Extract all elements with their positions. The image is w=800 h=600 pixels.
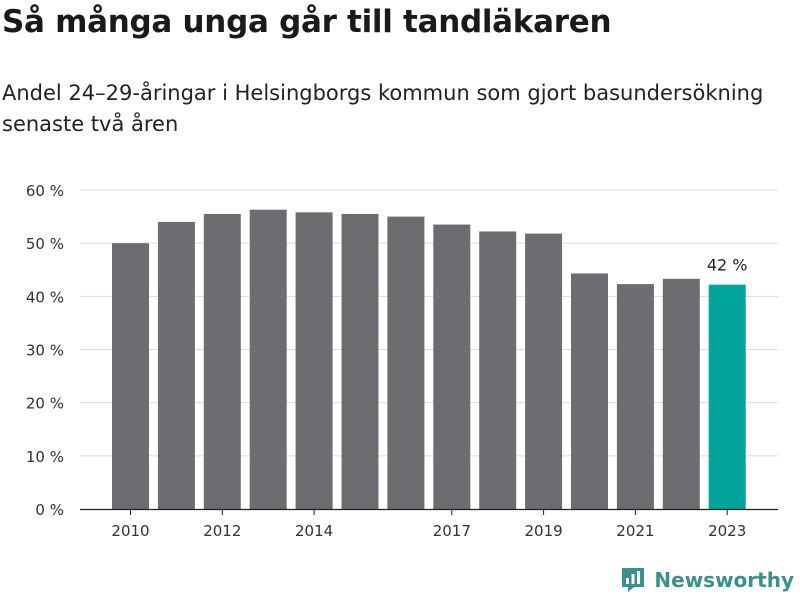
- bar: [433, 224, 471, 509]
- x-tick-label: 2021: [616, 522, 654, 540]
- bar: [157, 221, 195, 509]
- bar: [708, 284, 746, 509]
- y-tick-label: 60 %: [26, 182, 64, 200]
- x-tick-label: 2019: [525, 522, 563, 540]
- x-tick-label: 2010: [111, 522, 149, 540]
- bar: [112, 243, 149, 509]
- y-tick-label: 20 %: [26, 395, 64, 413]
- brand-name: Newsworthy: [654, 568, 794, 592]
- x-tick-label: 2012: [203, 522, 241, 540]
- data-label: 42 %: [707, 256, 748, 275]
- y-tick-label: 30 %: [26, 342, 64, 360]
- brand-logo: Newsworthy: [620, 566, 794, 594]
- bar: [616, 284, 654, 509]
- y-tick-label: 50 %: [26, 235, 64, 253]
- bar: [249, 209, 287, 509]
- newsworthy-logo-icon: [622, 568, 645, 592]
- y-tick-label: 0 %: [35, 501, 64, 519]
- x-tick-label: 2014: [295, 522, 333, 540]
- x-tick-label: 2023: [708, 522, 746, 540]
- bar: [571, 273, 608, 509]
- bar: [203, 213, 241, 510]
- y-tick-label: 40 %: [26, 288, 64, 306]
- bar: [387, 216, 425, 510]
- bar: [525, 233, 563, 509]
- chart-subtitle: Andel 24–29-åringar i Helsingborgs kommu…: [2, 81, 764, 136]
- bar: [341, 213, 379, 510]
- bar: [479, 231, 517, 509]
- bar: [662, 278, 700, 509]
- x-tick-label: 2017: [433, 522, 471, 540]
- bar: [295, 212, 333, 509]
- y-tick-label: 10 %: [26, 448, 64, 466]
- chart-title: Så många unga går till tandläkaren: [2, 4, 612, 40]
